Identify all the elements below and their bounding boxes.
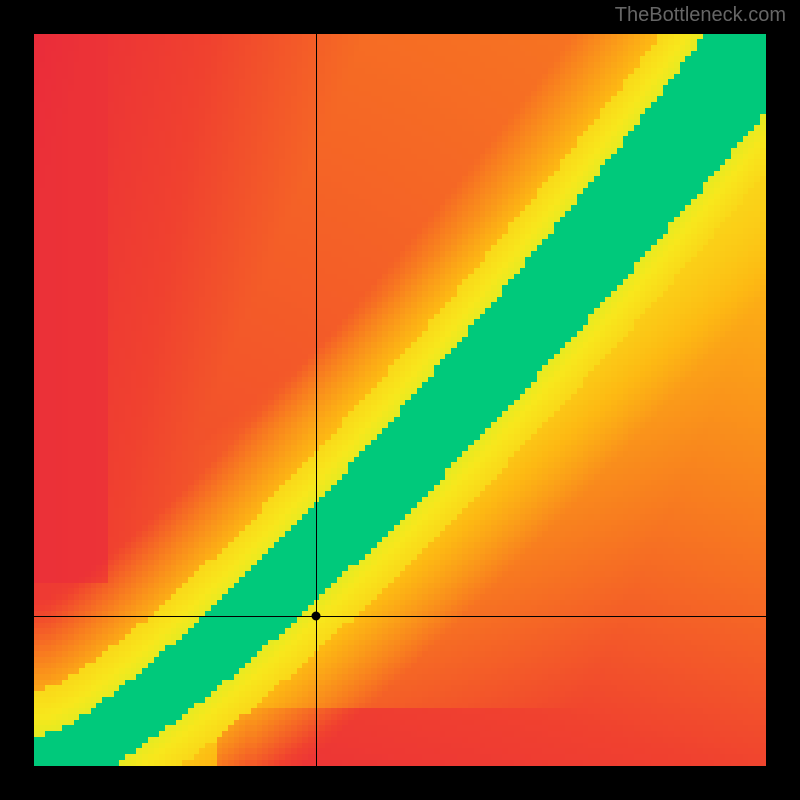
crosshair-marker [311, 611, 320, 620]
watermark-text: TheBottleneck.com [615, 4, 786, 27]
plot-frame [34, 34, 766, 766]
crosshair-horizontal [34, 616, 766, 617]
heatmap-canvas [34, 34, 766, 766]
chart-container: TheBottleneck.com [0, 0, 800, 800]
crosshair-vertical [316, 34, 317, 766]
